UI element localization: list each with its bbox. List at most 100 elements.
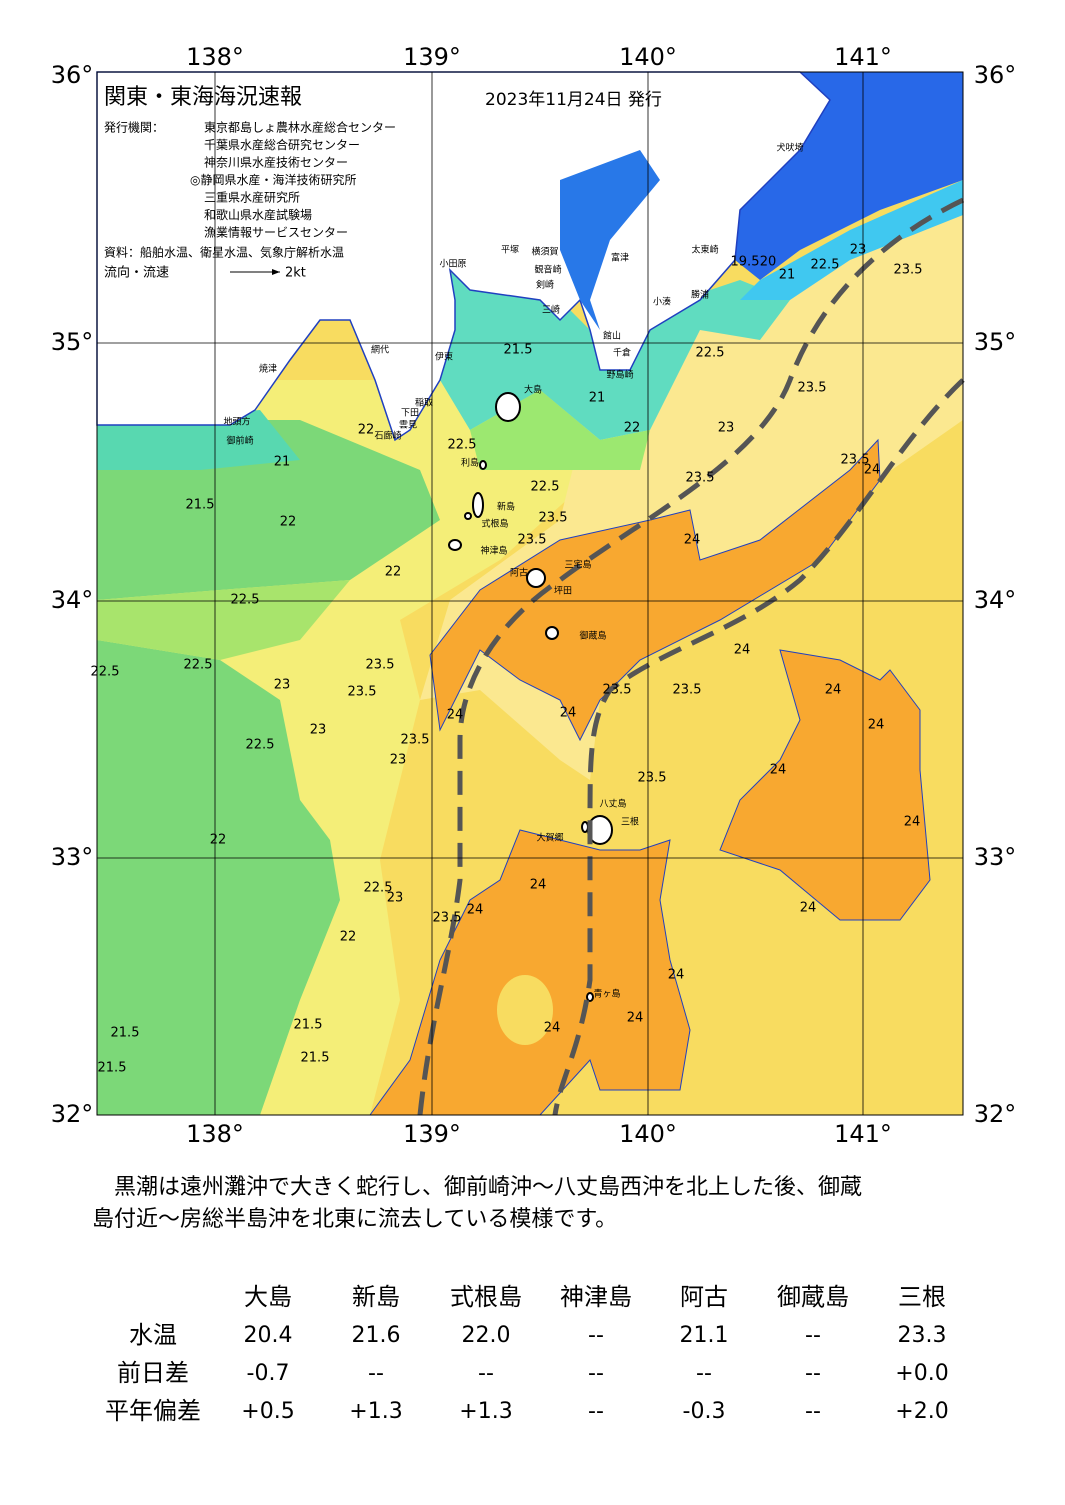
contour-label: 21	[779, 268, 796, 283]
graticule	[97, 72, 963, 1115]
sea-cold	[735, 72, 963, 280]
contour-label: 24	[627, 1011, 644, 1026]
island	[586, 992, 594, 1002]
contour-label: 24	[530, 878, 547, 893]
contour-label: 23	[718, 421, 735, 436]
issuer-name: 神奈川県水産技術センター	[204, 155, 348, 170]
issue-date: 2023年11月24日 発行	[485, 90, 662, 110]
kuroshio-outer	[552, 378, 965, 1116]
island	[464, 512, 472, 520]
table-cell: +0.5	[241, 1399, 294, 1424]
place-name: 新島	[497, 501, 515, 513]
contour-label: 23.5	[401, 733, 430, 748]
island	[545, 626, 559, 640]
sea-22-south	[97, 640, 340, 1115]
sea-cold-edge	[740, 180, 963, 300]
contour-label: 23.5	[798, 381, 827, 396]
contour-label: 21	[274, 455, 291, 470]
contour-label: 24	[800, 901, 817, 916]
contour-label: 24	[668, 968, 685, 983]
table-cell: --	[588, 1361, 604, 1386]
flow-legend-label: 流向・流速	[104, 265, 169, 281]
tokyo-bay	[560, 150, 660, 330]
contour-label: 22.5	[231, 593, 260, 608]
table-header: 大島	[244, 1283, 292, 1311]
kuroshio-main	[417, 197, 965, 1116]
place-name: 神津島	[480, 545, 507, 557]
table-cell: --	[696, 1361, 712, 1386]
place-name: 大賀郷	[536, 832, 563, 844]
contour-label: 24	[864, 463, 881, 478]
contour-label: 23.5	[894, 263, 923, 278]
table-cell: --	[805, 1399, 821, 1424]
place-name: 三崎	[542, 304, 560, 316]
lat-label-right: 34°	[974, 586, 1017, 614]
row-label: 平年偏差	[105, 1397, 201, 1425]
contour-label: 23.5	[366, 658, 395, 673]
place-name: 伊東	[435, 351, 453, 363]
lat-label-left: 36°	[51, 61, 94, 89]
summary-line: 黒潮は遠州灘沖で大きく蛇行し、御前崎沖～八丈島西沖を北上した後、御蔵	[92, 1175, 862, 1200]
table-cell: +1.3	[349, 1399, 402, 1424]
place-name: 大島	[524, 384, 542, 396]
contour-label: 21.5	[294, 1018, 323, 1033]
place-name: 下田	[401, 408, 419, 419]
lat-label-right: 36°	[974, 61, 1017, 89]
contour-label: 23.5	[603, 683, 632, 698]
place-name: 剣崎	[536, 279, 554, 291]
contour-label: 22.5	[246, 738, 275, 753]
place-name: 三宅島	[564, 559, 591, 571]
place-name: 野島崎	[606, 369, 633, 381]
place-name: 千倉	[613, 347, 631, 359]
contour-label: 21.5	[504, 343, 533, 358]
table-cell: --	[588, 1323, 604, 1348]
place-name: 地頭方	[223, 416, 250, 428]
place-name: 小湊	[653, 296, 671, 308]
island	[472, 492, 484, 518]
contour-label: 22.5	[364, 881, 393, 896]
contour-label: 22	[385, 565, 402, 580]
place-name: 坪田	[554, 586, 572, 597]
lat-label-right: 33°	[974, 843, 1017, 871]
contour-label: 22	[210, 833, 227, 848]
table-cell: --	[368, 1361, 384, 1386]
lat-label-left: 35°	[51, 328, 94, 356]
islands	[448, 392, 613, 1002]
contour-label: 23.5	[539, 511, 568, 526]
island	[495, 392, 521, 422]
table-cell: --	[805, 1323, 821, 1348]
place-name: 利島	[461, 457, 479, 469]
contour-label: 23.5	[686, 471, 715, 486]
table-cell: 23.3	[898, 1323, 947, 1348]
contour-label: 24	[770, 763, 787, 778]
place-name: 三根	[621, 816, 639, 828]
contour-label: 22.5	[448, 438, 477, 453]
place-name: 太東崎	[691, 244, 718, 256]
place-name: 焼津	[259, 364, 277, 375]
table-header: 三根	[898, 1283, 946, 1311]
place-name: 館山	[603, 330, 621, 342]
lon-label-bottom: 141°	[834, 1120, 892, 1148]
contour-label: 21.5	[111, 1026, 140, 1041]
row-label: 前日差	[117, 1359, 189, 1387]
place-name: 横須賀	[531, 246, 558, 258]
contour-label: 23.5	[433, 911, 462, 926]
table-header: 阿古	[680, 1283, 728, 1311]
contour-label: 23	[390, 753, 407, 768]
sea-22-5	[97, 580, 350, 660]
kuroshio-axis	[417, 197, 965, 1116]
contour-label: 21	[589, 391, 606, 406]
table-cell: -0.3	[683, 1399, 726, 1424]
flow-legend-speed: 2kt	[285, 266, 306, 281]
issuer-name: 千葉県水産総合研究センター	[204, 137, 360, 152]
contour-label: 24	[467, 903, 484, 918]
source: 資料：船舶水温、衛星水温、気象庁解析水温	[104, 245, 344, 260]
contour-label: 23	[274, 678, 291, 693]
table-cell: +2.0	[895, 1399, 948, 1424]
place-name: 網代	[371, 344, 389, 356]
table-cell: +0.0	[895, 1361, 948, 1386]
place-name: 犬吠埼	[776, 142, 803, 154]
lon-label-top: 138°	[186, 43, 244, 71]
table-cell: -0.7	[247, 1361, 290, 1386]
